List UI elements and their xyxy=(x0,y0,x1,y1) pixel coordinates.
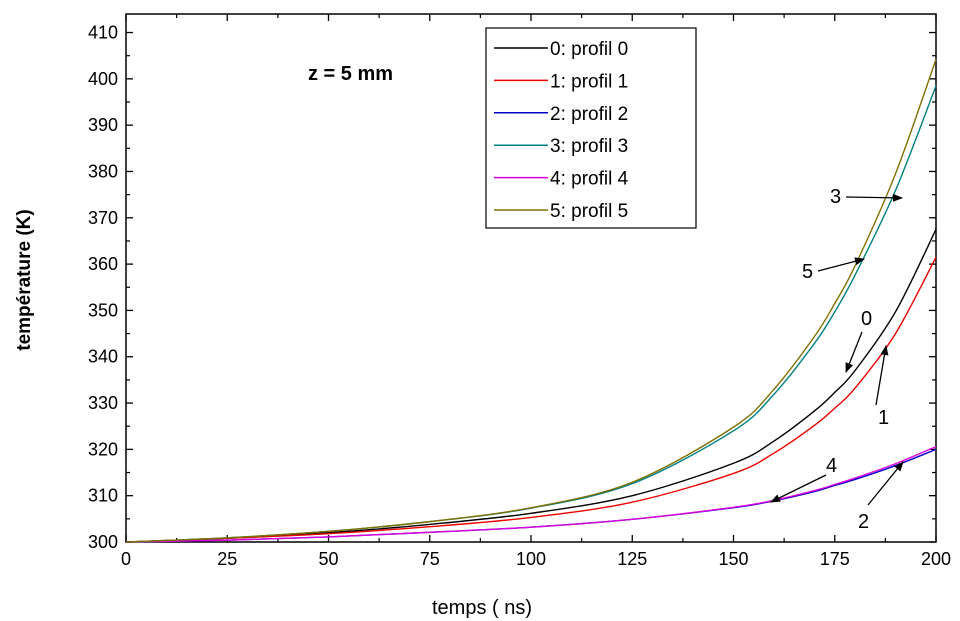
legend-label: 5: profil 5 xyxy=(550,201,628,222)
series-line-profil-2 xyxy=(125,448,937,543)
y-tick-label: 340 xyxy=(88,347,118,367)
y-tick-label: 300 xyxy=(88,532,118,552)
y-tick-label: 320 xyxy=(88,439,118,459)
series-line-profil-0 xyxy=(125,229,937,543)
curve-label: 4 xyxy=(826,455,837,477)
legend-label: 1: profil 1 xyxy=(550,71,628,92)
y-axis-title: température (K) xyxy=(14,209,35,350)
x-tick-label: 25 xyxy=(217,549,237,569)
curve-label: 3 xyxy=(830,186,841,208)
series-lines xyxy=(125,59,937,543)
annotation-z: z = 5 mm xyxy=(308,63,393,85)
curve-labels: 3 5 0 1 4 2 xyxy=(770,186,904,533)
x-tick-label: 125 xyxy=(617,549,647,569)
x-tick-label: 75 xyxy=(420,549,440,569)
legend-label: 0: profil 0 xyxy=(550,39,628,60)
x-tick-label: 175 xyxy=(820,549,850,569)
legend-label: 2: profil 2 xyxy=(550,104,628,125)
y-tick-label: 310 xyxy=(88,486,118,506)
y-tick-label: 370 xyxy=(88,208,118,228)
y-tick-label: 380 xyxy=(88,161,118,181)
legend: 0: profil 0 1: profil 1 2: profil 2 3: prof… xyxy=(485,27,697,229)
y-tick-label: 330 xyxy=(88,393,118,413)
x-axis-title: temps ( ns) xyxy=(432,597,532,619)
y-tick-label: 350 xyxy=(88,300,118,320)
y-tick-label: 400 xyxy=(88,69,118,89)
curve-label: 1 xyxy=(878,407,889,429)
y-tick-label: 410 xyxy=(88,23,118,43)
x-tick-label: 100 xyxy=(516,549,546,569)
curve-arrow xyxy=(770,474,827,503)
x-tick-label: 0 xyxy=(121,549,131,569)
curve-label: 0 xyxy=(861,308,872,330)
x-tick-label: 150 xyxy=(718,549,748,569)
curve-arrow xyxy=(875,345,889,406)
curve-arrow xyxy=(867,461,904,506)
curve-label: 2 xyxy=(858,511,869,533)
legend-label: 4: profil 4 xyxy=(550,169,629,190)
curve-label: 5 xyxy=(802,261,813,283)
axis-ticks: 0 25 50 75 100 125 150 175 200300310320330340350… xyxy=(88,14,951,569)
series-line-profil-1 xyxy=(125,256,937,543)
curve-arrow xyxy=(845,193,903,202)
legend-label: 3: profil 3 xyxy=(550,136,628,157)
curve-arrow xyxy=(817,257,865,272)
series-line-profil-5 xyxy=(125,59,937,543)
y-tick-label: 390 xyxy=(88,115,118,135)
series-line-profil-4 xyxy=(125,445,937,543)
y-tick-label: 360 xyxy=(88,254,118,274)
curve-arrow xyxy=(845,331,863,373)
x-tick-label: 50 xyxy=(318,549,338,569)
legend-box xyxy=(485,27,697,229)
x-tick-label: 200 xyxy=(921,549,951,569)
